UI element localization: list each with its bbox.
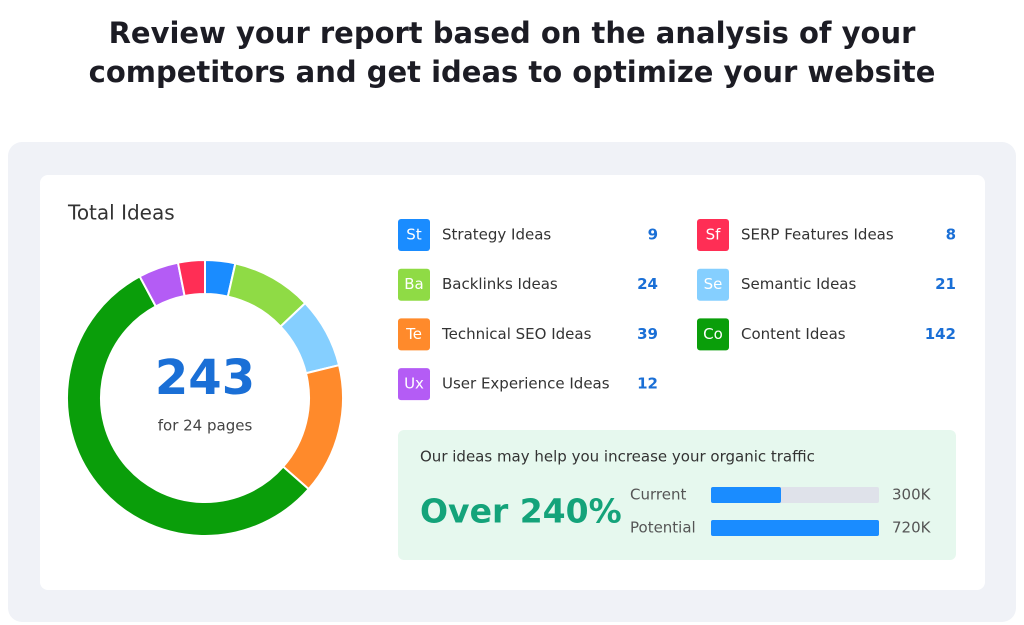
legend-name: User Experience Ideas	[442, 375, 610, 393]
total-caption: for 24 pages	[158, 417, 253, 435]
legend-name: Semantic Ideas	[741, 275, 856, 293]
legend-abbr: Sf	[706, 226, 722, 244]
traffic-headline: Over 240%	[420, 492, 622, 531]
legend-abbr: Ba	[404, 275, 423, 293]
legend-name: Content Ideas	[741, 325, 846, 343]
bar-value: 720K	[892, 519, 932, 537]
legend-name: Technical SEO Ideas	[441, 325, 592, 343]
total-value: 243	[155, 350, 255, 406]
card-title: Total Ideas	[67, 201, 175, 225]
legend-abbr: St	[406, 226, 422, 244]
donut-segment	[176, 258, 206, 298]
legend-abbr: Se	[704, 275, 723, 293]
legend-icon	[697, 268, 729, 301]
legend-icon	[697, 318, 729, 351]
legend-name: SERP Features Ideas	[741, 226, 894, 244]
traffic-title: Our ideas may help you increase your org…	[420, 448, 815, 466]
bar	[711, 487, 781, 503]
legend-icon	[398, 268, 430, 301]
bar-label: Potential	[630, 519, 696, 537]
legend-icon	[398, 219, 430, 251]
legend-abbr: Te	[405, 325, 422, 343]
legend-abbr: Co	[703, 325, 723, 343]
heading: Review your report based on the analysis…	[109, 16, 917, 50]
legend-value: 142	[925, 325, 956, 343]
legend-value: 9	[648, 226, 658, 244]
legend-value: 8	[946, 226, 956, 244]
bar-label: Current	[630, 486, 686, 504]
legend-abbr: Ux	[404, 375, 424, 393]
legend-value: 12	[637, 375, 658, 393]
donut-segment	[66, 275, 311, 537]
bar	[711, 520, 879, 536]
bar-value: 300K	[892, 486, 932, 504]
legend-name: Backlinks Ideas	[442, 275, 558, 293]
legend-value: 39	[637, 325, 658, 343]
legend-value: 21	[935, 275, 956, 293]
legend-icon	[697, 219, 729, 251]
legend-value: 24	[637, 275, 658, 293]
legend-icon	[398, 368, 430, 401]
legend-name: Strategy Ideas	[442, 226, 551, 244]
heading: competitors and get ideas to optimize yo…	[89, 55, 936, 89]
legend-icon	[398, 318, 430, 351]
